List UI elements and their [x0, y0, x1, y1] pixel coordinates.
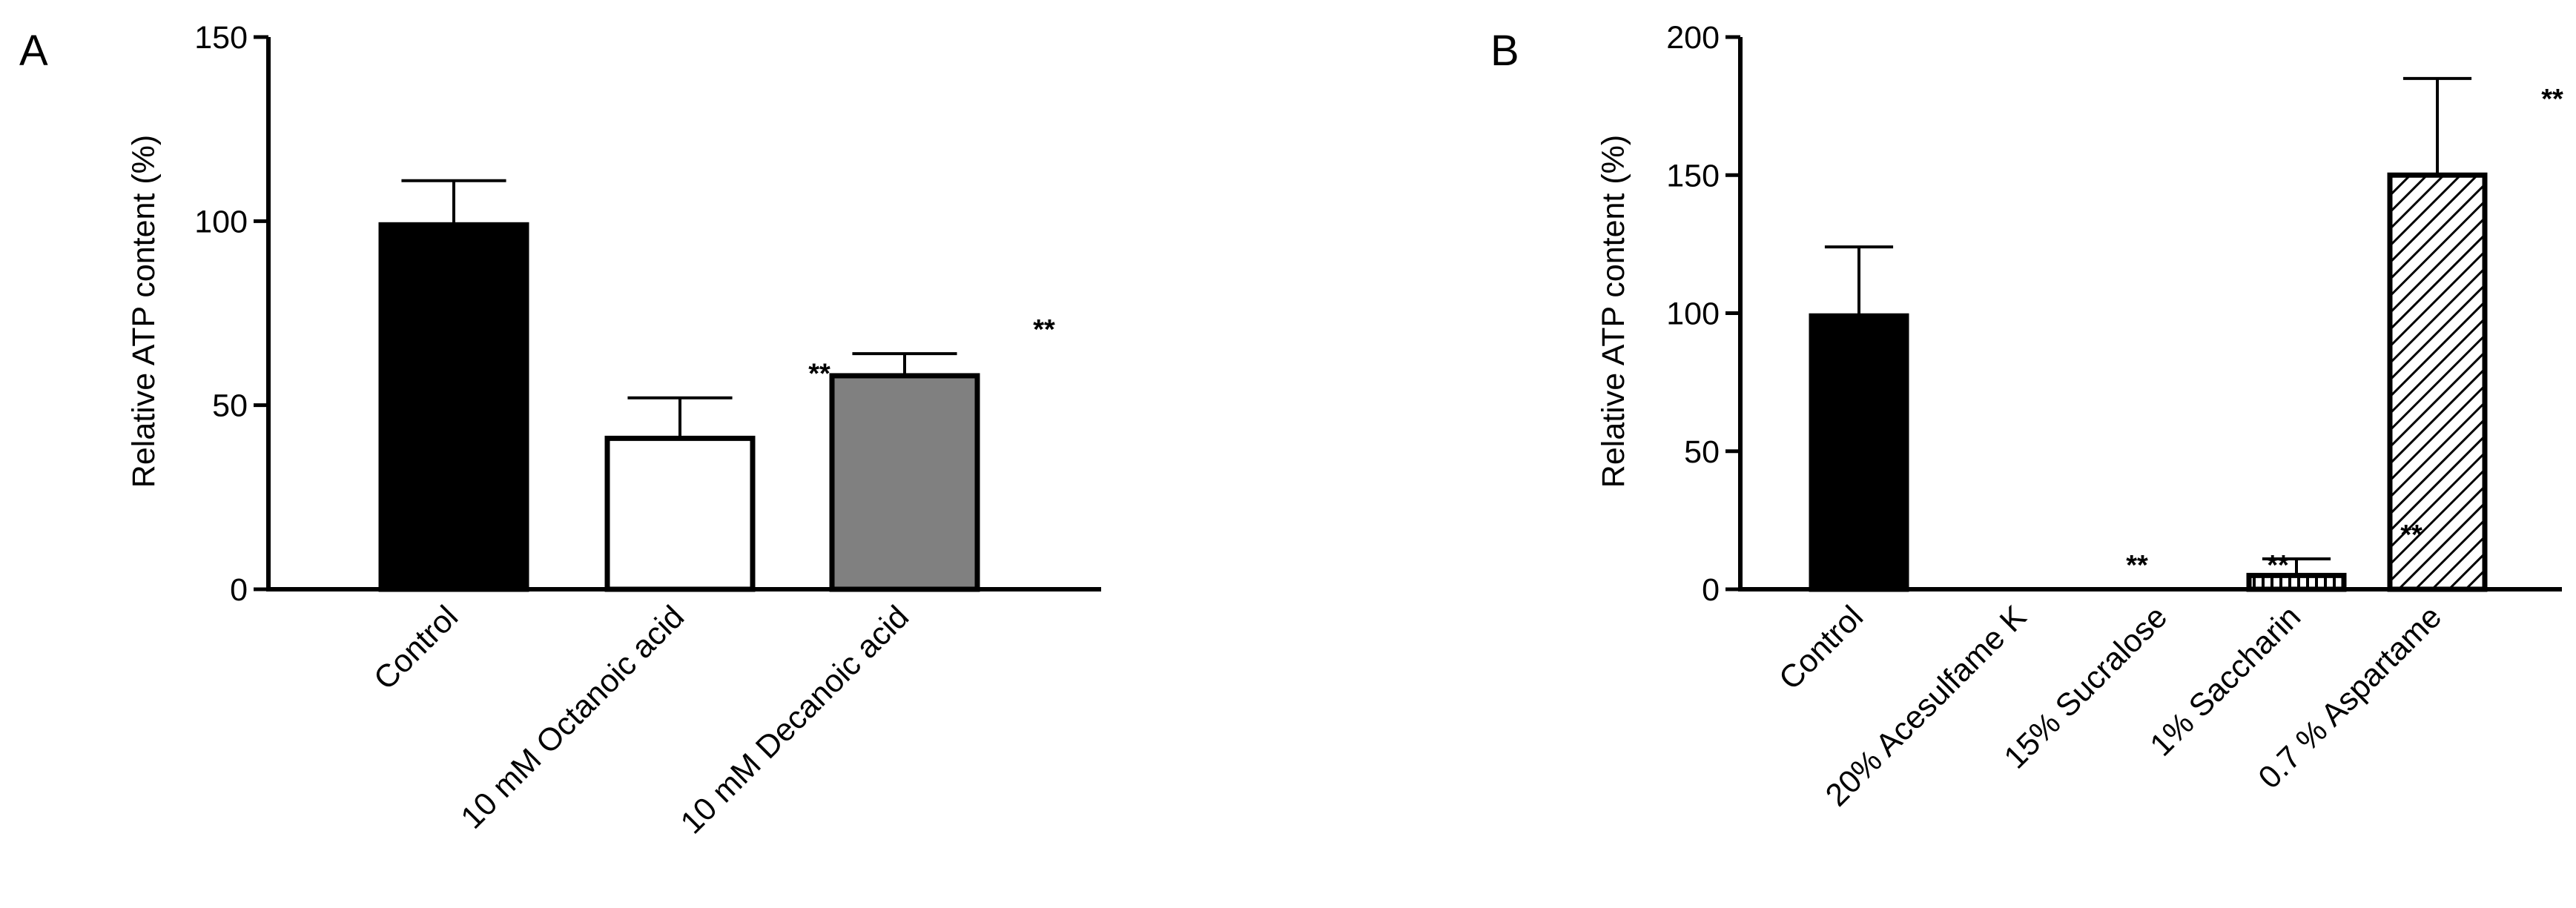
bar	[1809, 313, 1909, 592]
panel-b-error-bars	[1824, 76, 2472, 576]
y-tick-label: 200	[1666, 20, 1720, 56]
panel-b-annotations: ** ** ** **	[2126, 84, 2563, 581]
significance-annotation: **	[2400, 520, 2423, 551]
panel-a-label: A	[19, 27, 48, 75]
bar	[2387, 172, 2488, 592]
y-tick-label: 150	[194, 20, 248, 56]
y-tick-label: 150	[1666, 158, 1720, 193]
panel-a-y-axis-title: Relative ATP content (%)	[126, 135, 162, 488]
x-tick-label: Control	[1772, 599, 1870, 697]
bar	[378, 222, 529, 592]
panel-b-bars	[1809, 172, 2488, 592]
significance-annotation: **	[808, 359, 830, 390]
x-tick-label: Control	[367, 599, 465, 697]
y-tick-label: 0	[230, 572, 248, 608]
panel-b-chart: B Relative ATP content (%) 050100150200 …	[1490, 20, 2563, 813]
y-tick-label: 100	[194, 204, 248, 239]
y-tick-label: 100	[1666, 296, 1720, 332]
panel-b-y-axis-title: Relative ATP content (%)	[1596, 135, 1631, 488]
panel-a-y-ticks: 0 50 100 150	[194, 20, 268, 608]
y-tick-label: 50	[212, 388, 248, 424]
panel-a-error-bars	[401, 179, 957, 439]
panel-b-label: B	[1490, 27, 1519, 75]
panel-b-y-ticks: 0 50 100 150 200	[1666, 20, 1740, 608]
bar	[604, 435, 756, 592]
y-tick-label: 50	[1684, 434, 1720, 470]
bar	[829, 373, 980, 592]
y-tick-label: 0	[1702, 572, 1720, 608]
panel-a-annotations: ** **	[808, 314, 1055, 390]
significance-annotation: **	[2541, 84, 2563, 115]
significance-annotation: **	[2126, 550, 2148, 581]
significance-annotation: **	[2267, 550, 2289, 581]
significance-annotation: **	[1033, 314, 1055, 345]
x-tick-label: 10 mM Decanoic acid	[674, 599, 916, 841]
x-tick-label: 10 mM Octanoic acid	[455, 599, 692, 836]
